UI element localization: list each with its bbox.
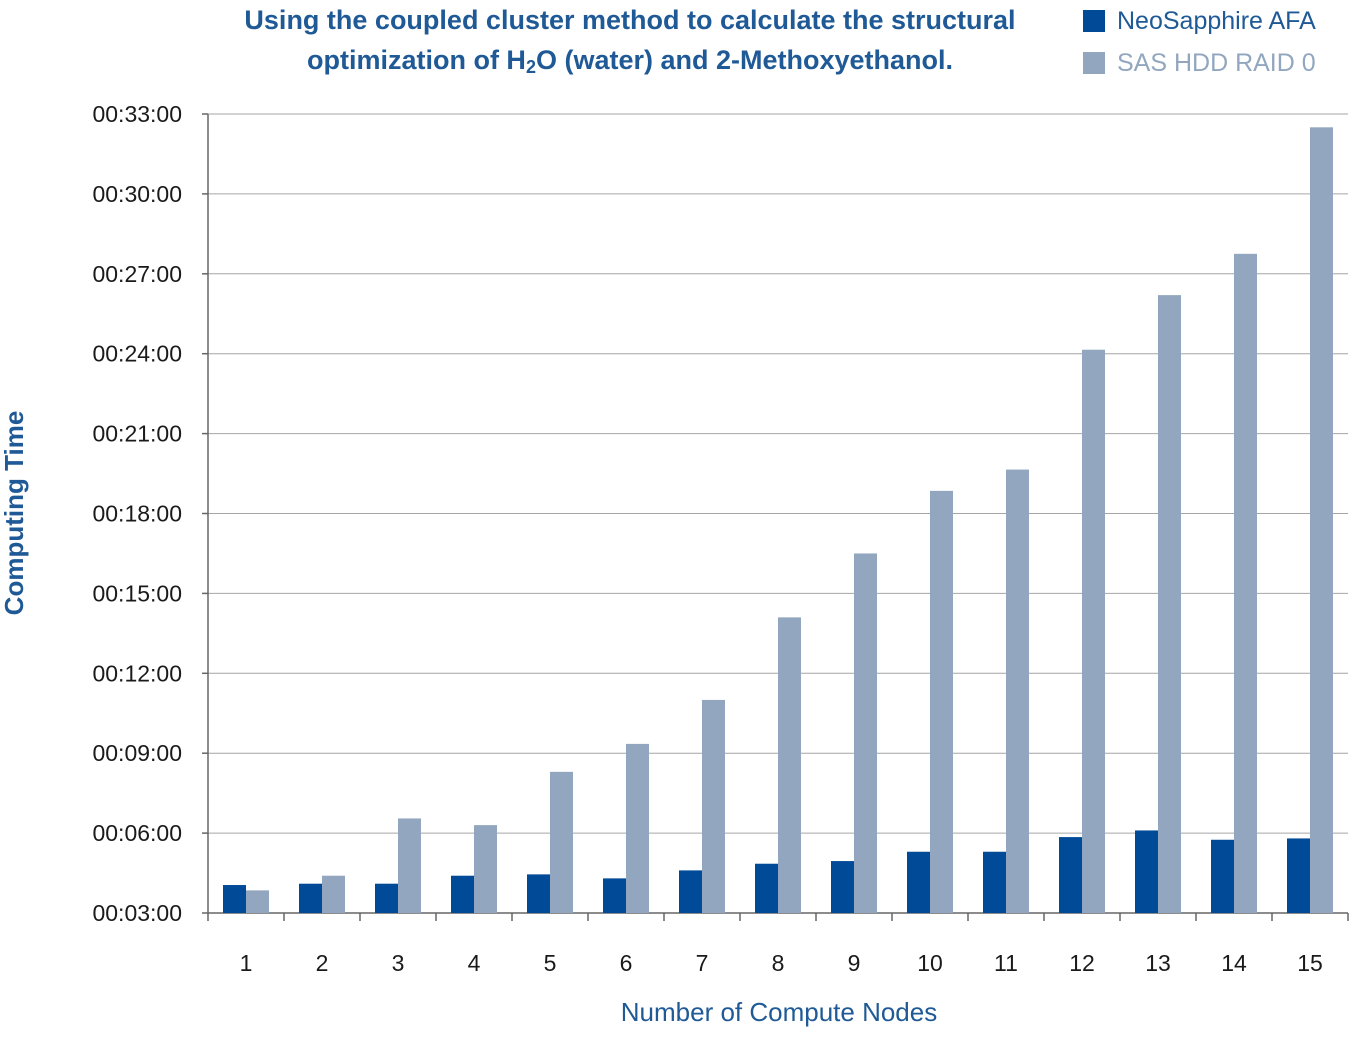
- bar-sas-hdd: [474, 825, 497, 913]
- bar-neosapphire: [1059, 837, 1082, 913]
- bar-sas-hdd: [1082, 349, 1105, 914]
- legend-label-sas-hdd: SAS HDD RAID 0: [1117, 48, 1316, 77]
- bar-neosapphire: [603, 878, 626, 913]
- bar-neosapphire: [831, 861, 854, 913]
- bar-sas-hdd: [550, 771, 573, 913]
- legend-swatch-sas-hdd: [1083, 52, 1105, 74]
- y-tick-label: 00:24:00: [92, 341, 182, 367]
- x-tick-label: 5: [544, 950, 557, 976]
- chart-title-line2-before: optimization of H: [306, 45, 526, 75]
- chart-title-line2: optimization of H2O (water) and 2-Methox…: [130, 40, 1130, 80]
- y-axis-label: Computing Time: [0, 411, 29, 616]
- bar-neosapphire: [223, 885, 246, 913]
- bar-sas-hdd: [1006, 469, 1029, 913]
- x-tick-label: 8: [772, 950, 785, 976]
- legend-label-neosapphire: NeoSapphire AFA: [1117, 6, 1316, 35]
- chart-title-subscript: 2: [525, 57, 536, 77]
- bar-neosapphire: [375, 883, 398, 913]
- legend-item-neosapphire: NeoSapphire AFA: [1083, 0, 1316, 42]
- x-tick-label: 7: [696, 950, 709, 976]
- x-tick-label: 15: [1297, 950, 1323, 976]
- y-tick-label: 00:21:00: [92, 421, 182, 447]
- bar-sas-hdd: [246, 890, 269, 913]
- bar-neosapphire: [1287, 838, 1310, 913]
- x-tick-label: 4: [468, 950, 481, 976]
- bar-neosapphire: [1135, 830, 1158, 913]
- x-tick-label: 3: [392, 950, 405, 976]
- x-tick-label: 11: [994, 950, 1018, 976]
- bar-sas-hdd: [778, 617, 801, 913]
- y-tick-label: 00:30:00: [92, 181, 182, 207]
- y-tick-label: 00:12:00: [92, 660, 182, 686]
- x-tick-label: 2: [316, 950, 329, 976]
- y-tick-label: 00:33:00: [92, 101, 182, 127]
- bar-neosapphire: [299, 883, 322, 913]
- x-tick-label: 10: [917, 950, 943, 976]
- x-tick-label: 9: [848, 950, 861, 976]
- chart-title-line1: Using the coupled cluster method to calc…: [244, 5, 1016, 35]
- x-tick-label: 14: [1221, 950, 1247, 976]
- x-tick-label: 1: [240, 950, 253, 976]
- bar-neosapphire: [527, 874, 550, 913]
- bar-neosapphire: [1211, 839, 1234, 913]
- chart-title: Using the coupled cluster method to calc…: [130, 0, 1130, 80]
- bar-sas-hdd: [930, 490, 953, 913]
- bar-sas-hdd: [1234, 253, 1257, 913]
- x-tick-label: 13: [1145, 950, 1171, 976]
- y-tick-label: 00:15:00: [92, 580, 182, 606]
- bar-sas-hdd: [1310, 127, 1333, 914]
- x-tick-label: 12: [1069, 950, 1095, 976]
- bar-neosapphire: [983, 851, 1006, 913]
- y-tick-label: 00:18:00: [92, 501, 182, 527]
- bar-sas-hdd: [398, 818, 421, 913]
- bar-neosapphire: [755, 863, 778, 913]
- y-tick-label: 00:27:00: [92, 261, 182, 287]
- y-tick-label: 00:03:00: [92, 900, 182, 926]
- y-tick-label: 00:06:00: [92, 820, 182, 846]
- chart-title-line2-after: O (water) and 2-Methoxyethanol.: [535, 45, 954, 75]
- x-axis-label: Number of Compute Nodes: [621, 997, 937, 1027]
- bar-neosapphire: [679, 870, 702, 913]
- bar-sas-hdd: [626, 743, 649, 913]
- bar-sas-hdd: [702, 699, 725, 913]
- legend-item-sas-hdd: SAS HDD RAID 0: [1083, 42, 1316, 84]
- bar-sas-hdd: [1158, 295, 1181, 913]
- bar-neosapphire: [451, 875, 474, 913]
- bar-sas-hdd: [854, 553, 877, 913]
- x-tick-label: 6: [620, 950, 633, 976]
- y-tick-label: 00:09:00: [92, 740, 182, 766]
- chart-legend: NeoSapphire AFA SAS HDD RAID 0: [1083, 0, 1316, 84]
- legend-swatch-neosapphire: [1083, 10, 1105, 32]
- bar-sas-hdd: [322, 875, 345, 913]
- bar-neosapphire: [907, 851, 930, 913]
